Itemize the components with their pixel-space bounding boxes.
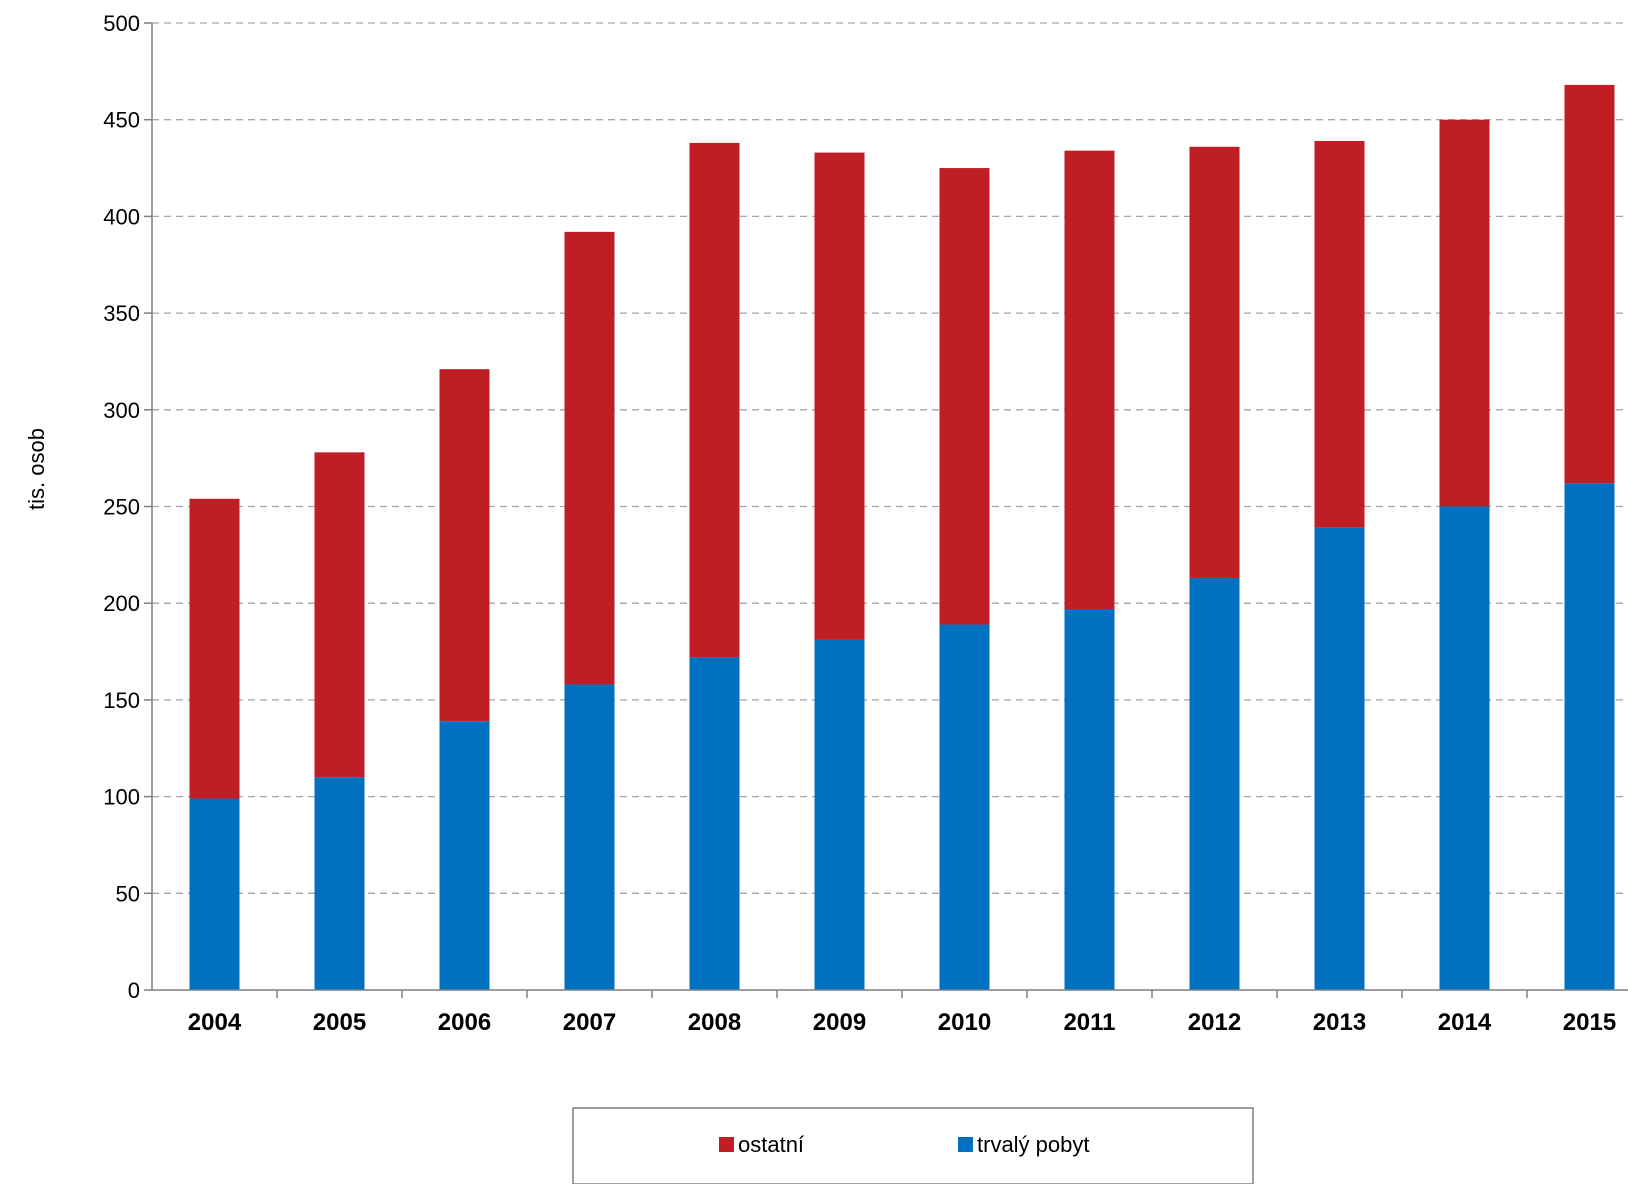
bar-ostatni-2008 xyxy=(689,142,740,658)
bar-ostatni-2004 xyxy=(189,498,240,799)
bar-ostatni-2011 xyxy=(1064,150,1115,610)
bar-trvaly-pobyt-2014 xyxy=(1439,506,1490,990)
legend-label-trvaly-pobyt: trvalý pobyt xyxy=(977,1132,1090,1157)
legend-box xyxy=(572,1107,1254,1184)
x-tick-label-2007: 2007 xyxy=(563,1009,616,1036)
x-tick-label-2010: 2010 xyxy=(938,1009,991,1036)
bar-trvaly-pobyt-2010 xyxy=(939,624,990,990)
x-tick-label-2009: 2009 xyxy=(813,1009,866,1036)
bars xyxy=(189,84,1615,990)
bar-trvaly-pobyt-2015 xyxy=(1564,483,1615,990)
bar-trvaly-pobyt-2007 xyxy=(564,684,615,990)
bar-trvaly-pobyt-2008 xyxy=(689,657,740,990)
x-tick-labels: 2004 2005 2006 2007 2008 2009 2010 2011 2012 2013… xyxy=(188,1009,1616,1036)
legend-swatch-ostatni xyxy=(719,1137,734,1152)
axes xyxy=(144,22,1628,998)
x-tick-label-2014: 2014 xyxy=(1438,1009,1492,1036)
y-tick-label: 450 xyxy=(103,108,140,133)
x-tick-label-2005: 2005 xyxy=(313,1009,366,1036)
bar-trvaly-pobyt-2005 xyxy=(314,777,365,990)
bar-ostatni-2010 xyxy=(939,168,990,625)
bar-trvaly-pobyt-2004 xyxy=(189,798,240,990)
bar-ostatni-2013 xyxy=(1314,140,1365,528)
x-tick-label-2004: 2004 xyxy=(188,1009,242,1036)
y-tick-label: 150 xyxy=(103,688,140,713)
bar-trvaly-pobyt-2012 xyxy=(1189,578,1240,990)
bar-ostatni-2005 xyxy=(314,452,365,778)
gridlines xyxy=(152,22,1628,894)
legend-label-ostatni: ostatní xyxy=(738,1132,804,1157)
x-tick-label-2013: 2013 xyxy=(1313,1009,1366,1036)
bar-trvaly-pobyt-2011 xyxy=(1064,609,1115,990)
x-tick-label-2015: 2015 xyxy=(1563,1009,1616,1036)
bar-trvaly-pobyt-2009 xyxy=(814,639,865,990)
x-tick-label-2012: 2012 xyxy=(1188,1009,1241,1036)
y-tick-label: 300 xyxy=(103,398,140,423)
y-tick-label: 400 xyxy=(103,204,140,229)
x-tick-label-2008: 2008 xyxy=(688,1009,741,1036)
bar-ostatni-2012 xyxy=(1189,146,1240,579)
x-tick-label-2011: 2011 xyxy=(1063,1009,1115,1036)
x-tick-label-2006: 2006 xyxy=(438,1009,491,1036)
y-tick-label: 250 xyxy=(103,495,140,520)
bar-ostatni-2015 xyxy=(1564,84,1615,484)
bar-trvaly-pobyt-2013 xyxy=(1314,527,1365,990)
bar-ostatni-2006 xyxy=(439,369,490,722)
y-tick-label: 200 xyxy=(103,591,140,616)
y-tick-label: 100 xyxy=(103,785,140,810)
bar-trvaly-pobyt-2006 xyxy=(439,721,490,990)
y-axis-title: tis. osob xyxy=(24,428,49,510)
y-tick-label: 0 xyxy=(128,978,140,1003)
legend-swatch-trvaly-pobyt xyxy=(958,1137,973,1152)
y-tick-label: 350 xyxy=(103,301,140,326)
bar-ostatni-2014 xyxy=(1439,119,1490,507)
y-tick-label: 500 xyxy=(103,11,140,36)
legend: ostatní trvalý pobyt xyxy=(572,1107,1254,1184)
bar-ostatni-2007 xyxy=(564,231,615,685)
y-tick-label: 50 xyxy=(116,881,140,906)
y-tick-labels: 0 50 100 150 200 250 300 350 400 450 500 xyxy=(103,11,140,1003)
bar-ostatni-2009 xyxy=(814,152,865,640)
